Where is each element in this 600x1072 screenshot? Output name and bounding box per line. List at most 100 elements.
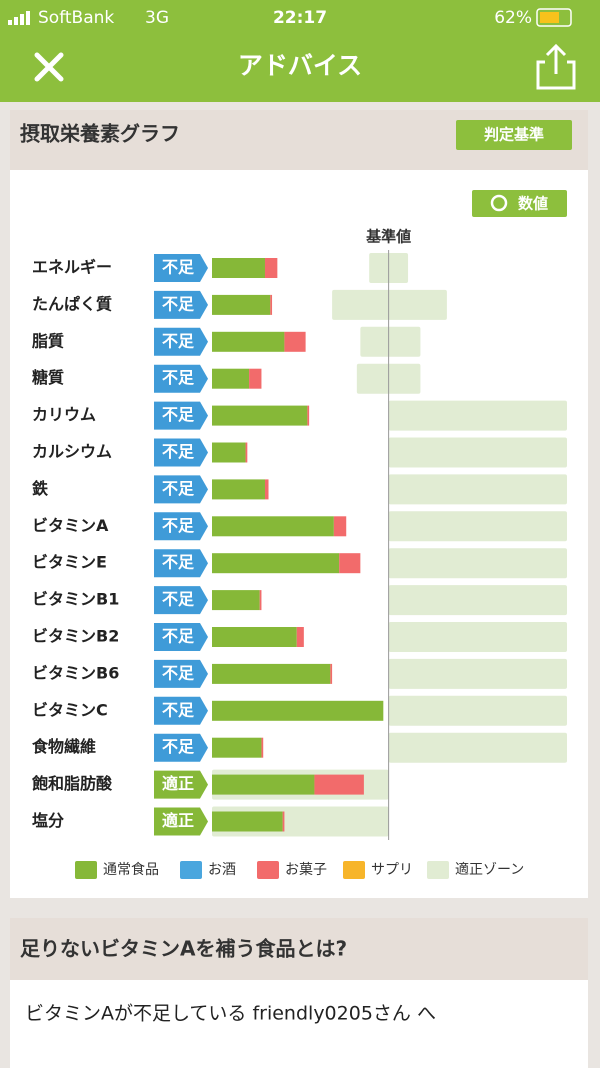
- status-badge: [154, 549, 208, 578]
- category-label: ビタミンA: [32, 516, 109, 535]
- category-label: ビタミンC: [32, 700, 108, 719]
- header-bar: [0, 0, 600, 102]
- optimal-zone: [388, 622, 567, 652]
- optimal-zone: [388, 400, 567, 431]
- status-label: 適正: [162, 774, 194, 793]
- legend-label: 適正ゾーン: [455, 861, 524, 878]
- status-badge: [154, 254, 208, 282]
- status-badge: [154, 733, 208, 762]
- bar-segment: [212, 737, 262, 758]
- legend-swatch: [343, 861, 365, 879]
- status-label: 不足: [162, 553, 195, 572]
- refresh-icon: [490, 194, 508, 212]
- optimal-zone: [388, 585, 567, 616]
- bar-segment: [212, 442, 246, 463]
- status-label: 不足: [162, 331, 195, 350]
- share-button[interactable]: [536, 43, 576, 90]
- status-label: 不足: [162, 442, 195, 461]
- status-badge: [154, 475, 208, 504]
- category-label: 鉄: [32, 479, 48, 498]
- status-badge: [154, 327, 208, 356]
- bar-segment: [307, 405, 310, 426]
- bar-segment: [212, 811, 283, 832]
- status-badge: [154, 512, 208, 541]
- graph-card-title: 摂取栄養素グラフ: [20, 122, 180, 146]
- bar-segment: [212, 405, 308, 426]
- bar-segment: [264, 258, 278, 278]
- time: 22:17: [273, 8, 327, 28]
- status-badge: [154, 770, 208, 799]
- bar-segment: [259, 590, 262, 611]
- bar-segment: [212, 258, 265, 278]
- bar-segment: [212, 590, 260, 611]
- category-label: 糖質: [32, 368, 64, 387]
- category-label: 食物繊維: [31, 737, 96, 756]
- close-button[interactable]: [34, 52, 64, 82]
- optimal-zone: [388, 474, 567, 505]
- optimal-zone: [388, 548, 567, 579]
- optimal-zone: [388, 511, 567, 542]
- bar-segment: [212, 663, 331, 684]
- advice-card-header: [10, 918, 588, 980]
- criteria-button[interactable]: [456, 120, 572, 150]
- advice-message: ビタミンAが不足している friendly0205さん へ: [25, 1003, 436, 1025]
- status-badge: [154, 401, 208, 430]
- status-label: 不足: [162, 663, 195, 682]
- category-label: 飽和脂肪酸: [31, 774, 113, 793]
- optimal-zone: [388, 695, 567, 726]
- optimal-zone: [388, 658, 567, 689]
- bar-segment: [212, 627, 297, 647]
- legend-label: お酒: [208, 862, 236, 878]
- battery-icon: [536, 8, 572, 27]
- status-badge: [154, 290, 208, 319]
- advice-card-title: 足りないビタミンAを補う食品とは?: [20, 937, 347, 961]
- bar-segment: [212, 368, 250, 389]
- legend-swatch: [427, 861, 449, 879]
- signal: [8, 11, 30, 25]
- status-label: 不足: [162, 368, 195, 387]
- legend-label: お菓子: [285, 862, 327, 878]
- legend-swatch: [75, 861, 97, 879]
- bar-segment: [212, 553, 340, 574]
- category-label: ビタミンB1: [32, 590, 119, 609]
- status-label: 不足: [162, 700, 195, 719]
- bar-segment: [264, 479, 269, 500]
- status-label: 不足: [162, 405, 195, 424]
- status-badge: [154, 623, 208, 651]
- bar-segment: [282, 811, 285, 832]
- bar-segment: [333, 516, 347, 537]
- carrier: SoftBank: [38, 8, 114, 28]
- bar-segment: [212, 700, 384, 721]
- status-badge: [154, 364, 208, 393]
- value-button-label: 数値: [518, 195, 548, 213]
- bar-segment: [339, 553, 361, 574]
- legend-swatch: [257, 861, 279, 879]
- network: 3G: [145, 8, 169, 28]
- category-label: ビタミンE: [32, 553, 107, 572]
- status-badge: [154, 807, 208, 836]
- category-label: たんぱく質: [32, 294, 112, 313]
- bar-segment: [261, 737, 264, 758]
- bar-segment: [284, 331, 306, 352]
- status-label: 適正: [162, 811, 194, 830]
- criteria-button-label: 判定基準: [484, 126, 544, 144]
- optimal-zone: [388, 437, 567, 468]
- bar-segment: [212, 294, 271, 315]
- bar-segment: [245, 442, 248, 463]
- optimal-zone: [360, 326, 421, 357]
- legend-label: 通常食品: [103, 861, 159, 878]
- bar-segment: [314, 774, 364, 795]
- bar-segment: [270, 294, 273, 315]
- status-label: 不足: [162, 516, 195, 535]
- status-badge: [154, 438, 208, 467]
- category-label: ビタミンB2: [32, 627, 119, 646]
- category-label: カルシウム: [32, 442, 112, 461]
- status-badge: [154, 696, 208, 725]
- category-label: 脂質: [32, 331, 64, 350]
- bar-segment: [212, 516, 334, 537]
- legend-swatch: [180, 861, 202, 879]
- category-label: ビタミンB6: [32, 663, 119, 682]
- status-badge: [154, 586, 208, 615]
- status-label: 不足: [162, 479, 195, 498]
